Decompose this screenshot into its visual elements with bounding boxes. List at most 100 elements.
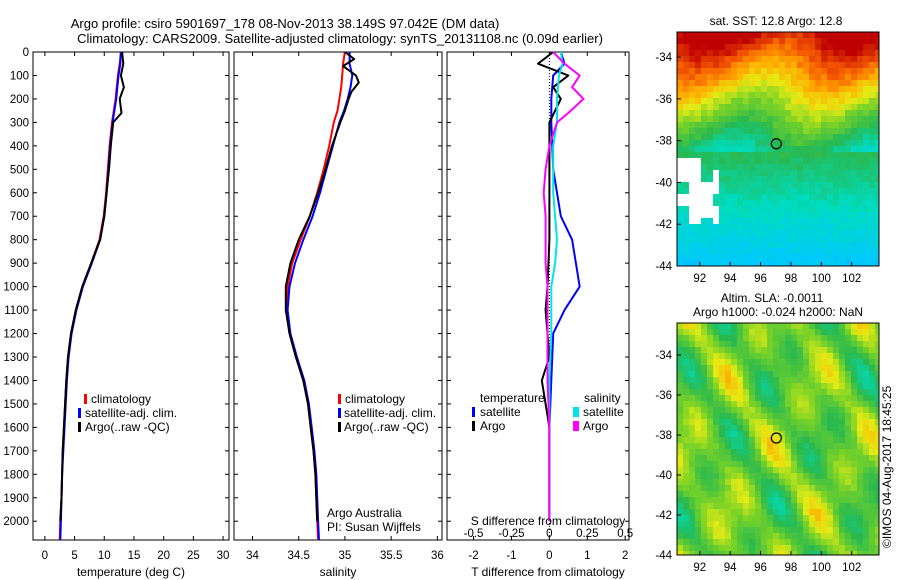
heatmap-cell: [689, 116, 696, 123]
heatmap-cell: [731, 503, 738, 510]
heatmap-cell: [737, 323, 744, 330]
heatmap-cell: [857, 527, 864, 534]
heatmap-cell: [803, 473, 810, 480]
heatmap-cell: [791, 473, 798, 480]
heatmap-cell: [851, 431, 858, 438]
heatmap-cell: [803, 122, 810, 129]
heatmap-cell: [725, 491, 732, 498]
heatmap-cell: [857, 56, 864, 63]
heatmap-cell: [737, 74, 744, 81]
heatmap-cell: [749, 545, 756, 552]
heatmap-cell: [719, 236, 726, 243]
heatmap-cell: [815, 551, 822, 555]
heatmap-cell: [683, 503, 690, 510]
heatmap-cell: [827, 425, 834, 432]
heatmap-cell: [761, 62, 768, 69]
heatmap-cell: [797, 371, 804, 378]
heatmap-cell: [809, 413, 816, 420]
heatmap-cell: [779, 68, 786, 75]
heatmap-cell: [719, 38, 726, 45]
heatmap-cell: [851, 188, 858, 195]
heatmap-cell: [833, 170, 840, 177]
heatmap-cell: [695, 116, 702, 123]
heatmap-cell: [869, 551, 876, 555]
heatmap-cell: [839, 503, 846, 510]
heatmap-cell: [797, 479, 804, 486]
heatmap-cell: [743, 335, 750, 342]
heatmap-cell: [677, 365, 684, 372]
heatmap-cell: [743, 140, 750, 147]
heatmap-cell: [875, 497, 879, 504]
heatmap-cell: [689, 212, 696, 219]
heatmap-cell: [797, 122, 804, 129]
heatmap-cell: [761, 44, 768, 51]
heatmap-cell: [719, 515, 726, 522]
heatmap-cell: [695, 461, 702, 468]
heatmap-cell: [737, 80, 744, 87]
heatmap-cell: [707, 329, 714, 336]
heatmap-cell: [737, 341, 744, 348]
heatmap-cell: [875, 194, 879, 201]
heatmap-cell: [707, 395, 714, 402]
heatmap-cell: [803, 521, 810, 528]
heatmap-cell: [725, 104, 732, 111]
heatmap-cell: [875, 170, 879, 177]
heatmap-cell: [701, 158, 708, 165]
heatmap-cell: [713, 248, 720, 255]
heatmap-cell: [767, 503, 774, 510]
heatmap-cell: [695, 86, 702, 93]
heatmap-cell: [863, 419, 870, 426]
heatmap-cell: [707, 353, 714, 360]
heatmap-cell: [863, 413, 870, 420]
heatmap-cell: [755, 497, 762, 504]
heatmap-cell: [743, 323, 750, 330]
heatmap-cell: [839, 497, 846, 504]
heatmap-cell: [689, 467, 696, 474]
heatmap-cell: [869, 74, 876, 81]
heatmap-cell: [827, 413, 834, 420]
heatmap-cell: [833, 56, 840, 63]
heatmap-cell: [707, 236, 714, 243]
heatmap-cell: [875, 86, 879, 93]
heatmap-cell: [743, 491, 750, 498]
heatmap-cell: [767, 413, 774, 420]
heatmap-cell: [731, 224, 738, 231]
heatmap-cell: [773, 437, 780, 444]
heatmap-cell: [851, 371, 858, 378]
heatmap-cell: [761, 242, 768, 249]
heatmap-cell: [749, 206, 756, 213]
heatmap-cell: [713, 545, 720, 552]
heatmap-cell: [857, 533, 864, 540]
heatmap-cell: [875, 503, 879, 510]
heatmap-cell: [815, 455, 822, 462]
heatmap-cell: [851, 194, 858, 201]
heatmap-cell: [713, 62, 720, 69]
heatmap-cell: [869, 401, 876, 408]
heatmap-cell: [713, 92, 720, 99]
heatmap-cell: [713, 467, 720, 474]
heatmap-cell: [677, 212, 684, 219]
heatmap-cell: [725, 377, 732, 384]
heatmap-cell: [707, 479, 714, 486]
heatmap-cell: [809, 455, 816, 462]
heatmap-cell: [803, 116, 810, 123]
heatmap-cell: [869, 491, 876, 498]
heatmap-cell: [803, 479, 810, 486]
heatmap-cell: [851, 539, 858, 546]
heatmap-cell: [809, 509, 816, 516]
heatmap-cell: [773, 74, 780, 81]
heatmap-cell: [743, 449, 750, 456]
legend-header-salinity: salinity: [584, 391, 621, 405]
heatmap-cell: [785, 80, 792, 87]
heatmap-cell: [815, 497, 822, 504]
heatmap-cell: [713, 455, 720, 462]
heatmap-cell: [695, 104, 702, 111]
heatmap-cell: [803, 158, 810, 165]
heatmap-cell: [863, 371, 870, 378]
heatmap-cell: [785, 491, 792, 498]
heatmap-cell: [827, 479, 834, 486]
heatmap-cell: [809, 188, 816, 195]
heatmap-cell: [773, 152, 780, 159]
heatmap-cell: [875, 104, 879, 111]
heatmap-cell: [761, 473, 768, 480]
